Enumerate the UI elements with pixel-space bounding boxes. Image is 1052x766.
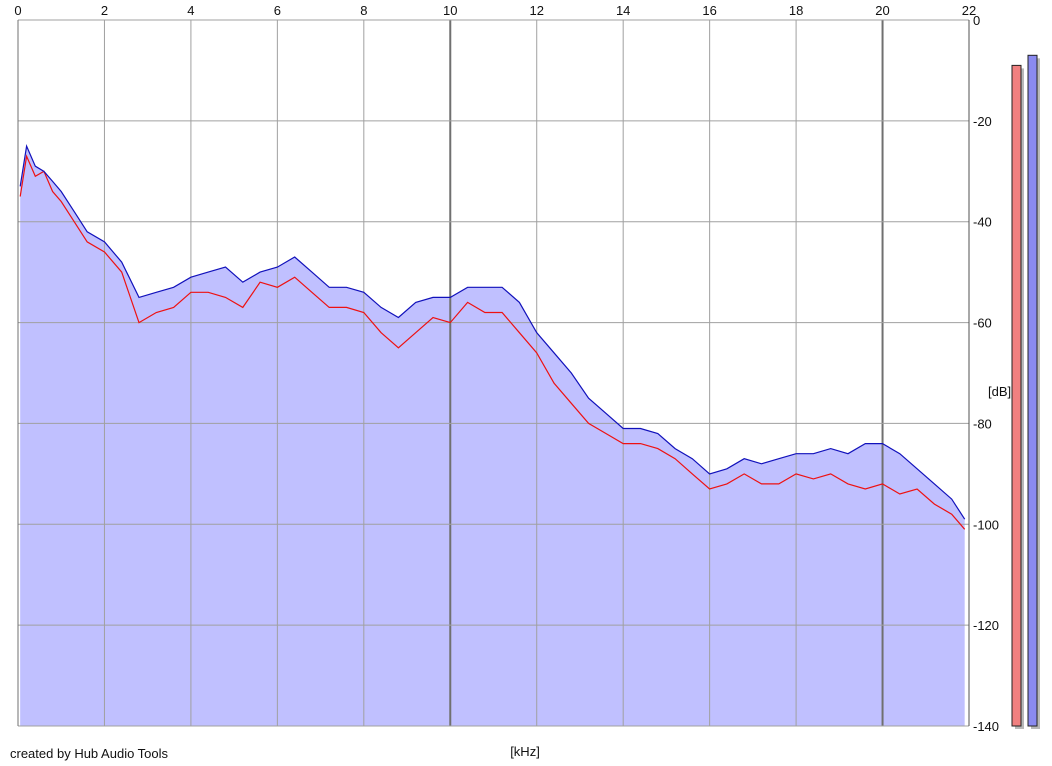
x-tick-label: 4 [187,3,194,18]
x-tick-label: 20 [875,3,889,18]
x-tick-label: 6 [274,3,281,18]
x-tick-label: 8 [360,3,367,18]
y-tick-label: -60 [973,316,992,331]
series-line-right [19,143,966,520]
y-axis-label: [dB] [988,384,1011,399]
credit-text: created by Hub Audio Tools [10,746,169,761]
y-tick-label: -80 [973,416,992,431]
y-axis-tick-labels: 0 -20 -40 -60 -80 -100 -120 -140 [973,13,999,734]
x-tick-label: 18 [789,3,803,18]
series-line-left [19,154,966,530]
level-meter-right [1027,54,1038,727]
y-tick-label: -40 [973,215,992,230]
y-tick-label: -100 [973,517,999,532]
y-tick-label: -120 [973,618,999,633]
level-meter-left [1011,64,1022,727]
x-axis-tick-labels: 0 2 4 6 8 10 12 14 16 18 20 22 [14,3,976,18]
spectrum-fill-area [20,146,965,727]
x-tick-label: 14 [616,3,630,18]
y-tick-label: 0 [973,13,980,28]
y-tick-label: -140 [973,719,999,734]
level-meters [1011,54,1040,730]
y-tick-label: -20 [973,114,992,129]
x-tick-label: 22 [962,3,976,18]
x-tick-label: 10 [443,3,457,18]
x-tick-label: 16 [702,3,716,18]
x-axis-label: [kHz] [510,744,540,759]
spectrum-lines [19,143,966,530]
spectrum-fill [20,146,965,727]
x-tick-label: 12 [529,3,543,18]
x-tick-label: 2 [101,3,108,18]
x-tick-label: 0 [14,3,21,18]
